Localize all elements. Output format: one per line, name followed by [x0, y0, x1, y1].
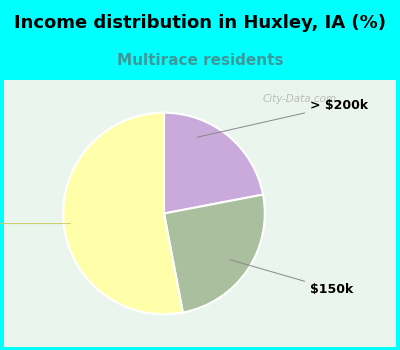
- Text: $150k: $150k: [230, 260, 354, 296]
- Wedge shape: [164, 195, 265, 313]
- Text: Multirace residents: Multirace residents: [117, 52, 283, 68]
- Text: City-Data.com: City-Data.com: [263, 94, 337, 104]
- Text: $125k: $125k: [0, 217, 70, 230]
- Wedge shape: [164, 113, 263, 214]
- Text: Income distribution in Huxley, IA (%): Income distribution in Huxley, IA (%): [14, 14, 386, 32]
- FancyBboxPatch shape: [4, 80, 396, 347]
- Text: > $200k: > $200k: [197, 99, 368, 137]
- Wedge shape: [63, 113, 183, 314]
